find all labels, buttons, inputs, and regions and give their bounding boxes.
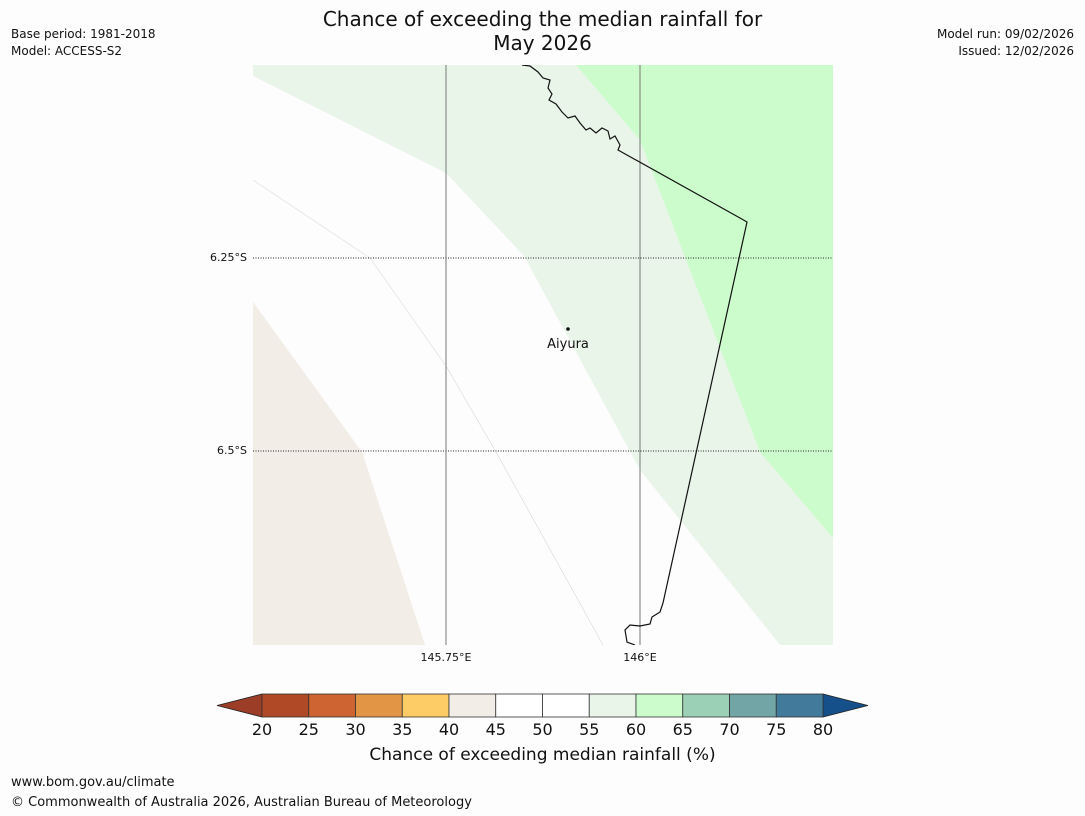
colorbar-tick-label: 60 <box>625 720 647 739</box>
issued-date: Issued: 12/02/2026 <box>958 44 1074 58</box>
legend-title: Chance of exceeding median rainfall (%) <box>369 745 716 765</box>
colorbar-tick-label: 40 <box>438 720 460 739</box>
colorbar-tick-label: 75 <box>766 720 787 739</box>
title-line-2: May 2026 <box>493 31 592 55</box>
map-area <box>253 65 833 645</box>
colorbar-tick-label: 50 <box>532 720 553 739</box>
colorbar-tick-label: 25 <box>298 720 319 739</box>
place-label-aiyura: Aiyura <box>547 337 589 352</box>
lat-label-6-5: 6.5°S <box>217 444 247 457</box>
title-line-1: Chance of exceeding the median rainfall … <box>322 7 763 31</box>
probability-band-60-65 <box>576 65 833 538</box>
colorbar-tick-label: 45 <box>485 720 506 739</box>
lat-label-6-25: 6.25°S <box>210 251 247 264</box>
colorbar-tick-label: 55 <box>579 720 600 739</box>
colorbar-tick-label: 35 <box>392 720 413 739</box>
lon-label-146: 146°E <box>623 651 657 664</box>
model-name: Model: ACCESS-S2 <box>11 44 123 58</box>
base-period: Base period: 1981-2018 <box>11 27 156 41</box>
lon-label-145-75: 145.75°E <box>420 651 472 664</box>
map-title: Chance of exceeding the median rainfall … <box>0 7 1085 55</box>
meta-left: Base period: 1981-2018 Model: ACCESS-S2 <box>11 26 156 60</box>
probability-band-40-45 <box>253 302 425 645</box>
colorbar-tick-label: 20 <box>251 720 273 739</box>
province-boundary <box>521 65 748 645</box>
footer-url[interactable]: www.bom.gov.au/climate <box>11 775 175 790</box>
colorbar-tick-label: 80 <box>812 720 834 739</box>
meta-right: Model run: 09/02/2026 Issued: 12/02/2026 <box>937 26 1074 60</box>
colorbar-tick-label: 70 <box>719 720 740 739</box>
colorbar-tick-label: 30 <box>345 720 366 739</box>
colorbar-tick-label: 65 <box>672 720 693 739</box>
footer-copyright: © Commonwealth of Australia 2026, Austra… <box>11 795 472 810</box>
model-run: Model run: 09/02/2026 <box>936 27 1074 41</box>
location-marker <box>566 327 570 331</box>
